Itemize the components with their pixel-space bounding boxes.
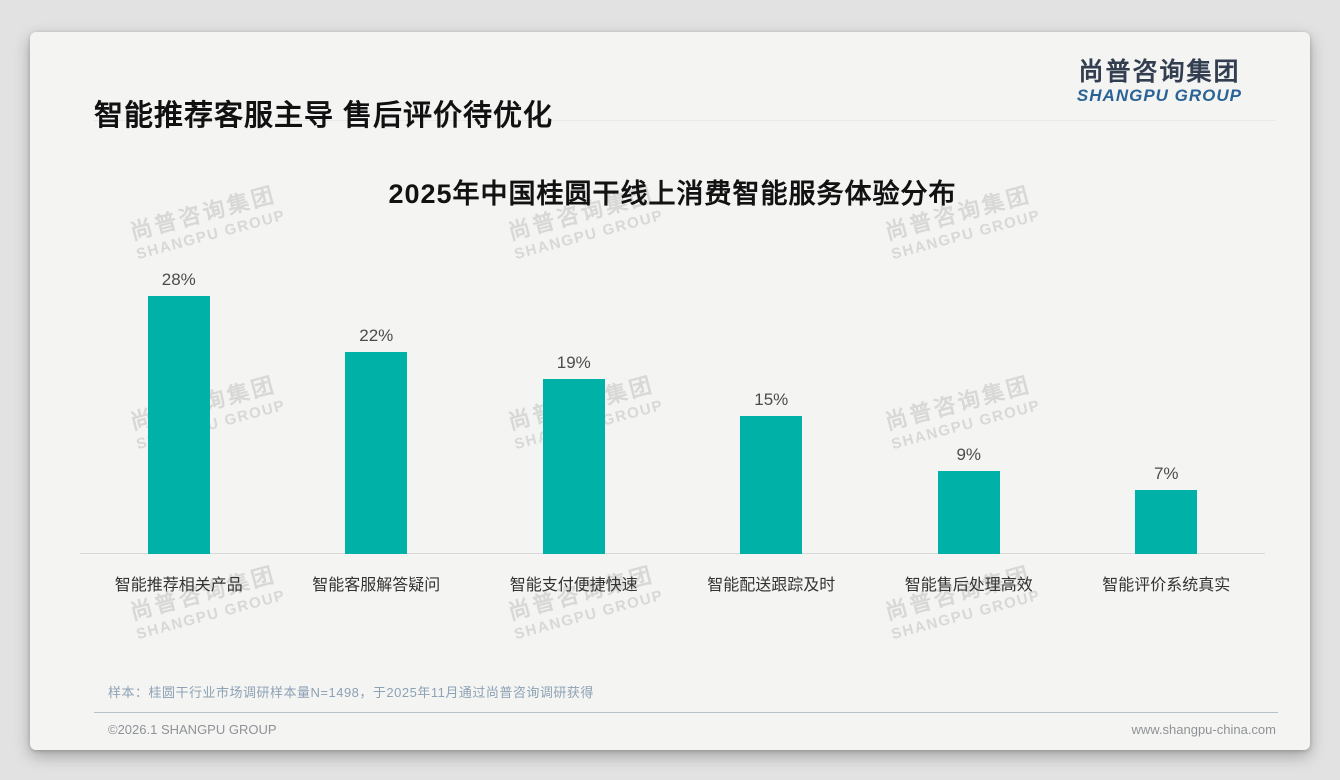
x-axis-line bbox=[80, 553, 1265, 554]
category-label: 智能支付便捷快速 bbox=[509, 577, 638, 594]
category-label: 智能售后处理高效 bbox=[904, 577, 1033, 594]
bar-value-label: 9% bbox=[956, 445, 982, 465]
bar bbox=[542, 379, 605, 554]
watermark-english-text: SHANGPU GROUP bbox=[512, 586, 666, 644]
bar-group: 15% 智能配送跟踪及时 bbox=[673, 390, 871, 594]
bar bbox=[740, 416, 803, 554]
bar-value-label: 19% bbox=[556, 353, 591, 373]
logo-english-text: SHANGPU GROUP bbox=[1076, 85, 1242, 105]
bar-group: 9% 智能售后处理高效 bbox=[870, 445, 1068, 594]
bar-value-label: 15% bbox=[754, 390, 789, 409]
bar-chart-plot: 28% 智能推荐相关产品 22% 智能客服解答疑问 19% 智能支付便捷快速 15% 智能配送… bbox=[80, 271, 1266, 594]
chart-title: 2025年中国桂圆干线上消费智能服务体验分布 bbox=[388, 179, 957, 209]
bar-value-label: 7% bbox=[1153, 463, 1179, 483]
logo-chinese-text: 尚普咨询集团 bbox=[1078, 58, 1241, 86]
category-label: 智能推荐相关产品 bbox=[114, 577, 243, 594]
watermark-english-text: SHANGPU GROUP bbox=[512, 206, 666, 264]
copyright-text: ©2026.1 SHANGPU GROUP bbox=[108, 722, 277, 737]
company-logo: 尚普咨询集团 SHANGPU GROUP bbox=[1077, 58, 1242, 105]
watermark-english-text: SHANGPU GROUP bbox=[134, 206, 288, 264]
bar-value-label: 22% bbox=[359, 325, 394, 345]
bar bbox=[147, 296, 210, 554]
bar-group: 22% 智能客服解答疑问 bbox=[278, 325, 476, 594]
bar bbox=[1135, 489, 1198, 554]
sample-note: 样本：桂圆干行业市场调研样本量N=1498，于2025年11月通过尚普咨询调研获… bbox=[108, 685, 594, 700]
bar-group: 19% 智能支付便捷快速 bbox=[475, 353, 673, 594]
category-label: 智能配送跟踪及时 bbox=[707, 577, 836, 594]
bar bbox=[937, 471, 1000, 554]
watermark-english-text: SHANGPU GROUP bbox=[134, 586, 288, 644]
category-label: 智能客服解答疑问 bbox=[312, 577, 441, 594]
bar-group: 28% 智能推荐相关产品 bbox=[80, 270, 278, 594]
header-divider bbox=[94, 120, 1276, 121]
category-label: 智能评价系统真实 bbox=[1102, 577, 1231, 594]
watermark-english-text: SHANGPU GROUP bbox=[889, 206, 1043, 264]
bar bbox=[345, 351, 408, 554]
slide-card: 尚普咨询集团 SHANGPU GROUP 尚普咨询集团 SHANGPU GROUP 尚普… bbox=[30, 32, 1310, 750]
footer-row: ©2026.1 SHANGPU GROUP www.shangpu-china.… bbox=[108, 722, 1276, 737]
bar-value-label: 28% bbox=[161, 270, 196, 290]
website-url: www.shangpu-china.com bbox=[1131, 722, 1276, 737]
bar-group: 7% 智能评价系统真实 bbox=[1068, 463, 1266, 594]
watermark-english-text: SHANGPU GROUP bbox=[889, 586, 1043, 644]
page-title: 智能推荐客服主导 售后评价待优化 bbox=[94, 100, 554, 132]
footer-divider bbox=[94, 712, 1278, 713]
